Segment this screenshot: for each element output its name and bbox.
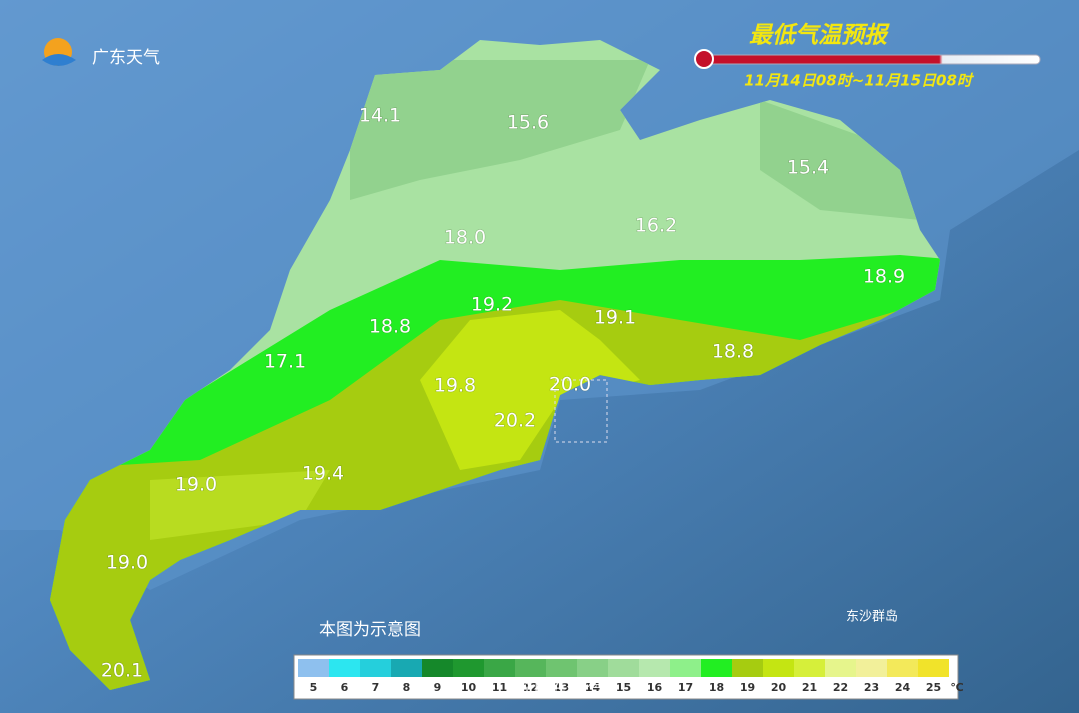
legend-label: 11 (492, 681, 507, 694)
legend-label: 7 (372, 681, 380, 694)
temp-label: 19.0 (175, 474, 217, 496)
legend-label: 5 (310, 681, 318, 694)
temp-label: 19.1 (594, 307, 636, 329)
legend-label: 25 (926, 681, 941, 694)
temp-label: 20.1 (101, 660, 143, 682)
legend-swatch (701, 659, 732, 677)
watermark: @广东天气 (515, 679, 605, 700)
legend-unit: ℃ (950, 681, 963, 694)
temp-label: 15.6 (507, 112, 549, 134)
hk-box (554, 379, 608, 443)
legend-label: 23 (864, 681, 879, 694)
temp-label: 14.1 (359, 105, 401, 127)
legend-swatch (794, 659, 825, 677)
temp-label: 19.4 (302, 463, 344, 485)
logo-text: 广东天气 (92, 48, 160, 68)
legend-label: 15 (616, 681, 631, 694)
legend-label: 8 (403, 681, 411, 694)
legend-swatch (360, 659, 391, 677)
legend-label: 10 (461, 681, 477, 694)
temp-label: 19.2 (471, 294, 513, 316)
zone-east (760, 100, 920, 220)
temp-label: 18.8 (369, 316, 411, 338)
legend-swatch (918, 659, 949, 677)
legend-label: 22 (833, 681, 848, 694)
legend-swatch (732, 659, 763, 677)
temp-label: 15.4 (787, 157, 829, 179)
thermometer (703, 54, 1041, 65)
legend-label: 18 (709, 681, 724, 694)
legend-swatch (515, 659, 546, 677)
legend-label: 14 (585, 681, 601, 694)
legend-label: 24 (895, 681, 911, 694)
logo-wave (42, 54, 76, 66)
temp-label: 20.2 (494, 410, 536, 432)
title: 最低气温预报 (749, 23, 890, 49)
period: 11月14日08时~11月15日08时 (744, 72, 975, 90)
legend-label: 16 (647, 681, 663, 694)
zone-20b (150, 470, 330, 540)
legend-swatch (422, 659, 453, 677)
temp-label: 18.0 (444, 227, 486, 249)
legend-swatch (298, 659, 329, 677)
temp-label: 20.0 (549, 374, 591, 396)
legend-swatch (825, 659, 856, 677)
legend-swatch (391, 659, 422, 677)
island-label: 东沙群岛 (846, 609, 898, 625)
zone-hills (350, 60, 650, 200)
legend-label: 19 (740, 681, 755, 694)
zone-20 (420, 310, 640, 470)
legend-label: 17 (678, 681, 693, 694)
thermometer-bulb (694, 49, 714, 69)
legend-label: 9 (434, 681, 442, 694)
legend-label: 21 (802, 681, 817, 694)
map-note: 本图为示意图 (319, 620, 421, 640)
legend-swatch (856, 659, 887, 677)
temp-label: 19.0 (106, 552, 148, 574)
legend-swatch (639, 659, 670, 677)
legend-swatch (763, 659, 794, 677)
temp-label: 17.1 (264, 351, 306, 373)
temp-label: 18.9 (863, 266, 905, 288)
legend-label: 20 (771, 681, 787, 694)
temp-label: 19.8 (434, 375, 476, 397)
legend-swatch (577, 659, 608, 677)
legend-swatch (453, 659, 484, 677)
legend-swatch (329, 659, 360, 677)
legend-label: 13 (554, 681, 569, 694)
legend-label: 6 (341, 681, 349, 694)
legend-swatch (484, 659, 515, 677)
legend-swatch (670, 659, 701, 677)
legend-swatch (546, 659, 577, 677)
temp-label: 16.2 (635, 215, 677, 237)
legend-swatch (887, 659, 918, 677)
temp-label: 18.8 (712, 341, 754, 363)
legend-swatch (608, 659, 639, 677)
legend-label: 12 (523, 681, 538, 694)
